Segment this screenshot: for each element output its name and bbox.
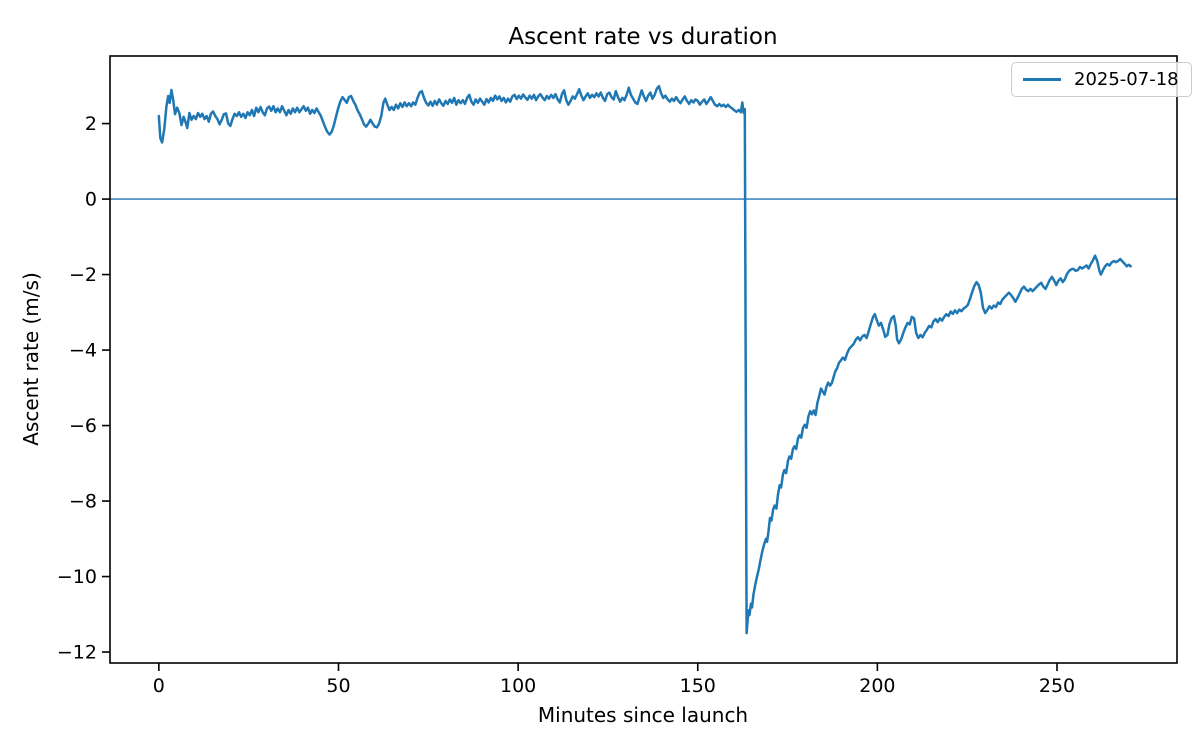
x-axis-label: Minutes since launch <box>538 703 748 727</box>
legend-entry-label: 2025-07-18 <box>1074 69 1179 90</box>
y-axis-label: Ascent rate (m/s) <box>19 272 43 446</box>
y-tick-label: −8 <box>69 491 97 513</box>
x-tick-label: 250 <box>1039 675 1075 697</box>
x-tick-label: 50 <box>326 675 350 697</box>
chart-title: Ascent rate vs duration <box>508 24 777 50</box>
y-tick-label: −6 <box>69 415 97 437</box>
y-tick-label: 0 <box>85 189 97 211</box>
axes-spines <box>109 55 1178 664</box>
legend: 2025-07-18 <box>1011 62 1192 97</box>
y-tick-label: −10 <box>57 566 97 588</box>
axis-ticks: 0 50 100 150 200 250 2 0 −2 −4 −6 −8 −10 −12 <box>57 113 1075 697</box>
x-tick-label: 100 <box>500 675 536 697</box>
x-tick-label: 150 <box>680 675 716 697</box>
y-tick-label: 2 <box>85 113 97 135</box>
series-line-2025-07-18 <box>157 84 1132 635</box>
legend-line-swatch <box>1023 78 1061 81</box>
x-tick-label: 0 <box>153 675 165 697</box>
x-tick-label: 200 <box>859 675 895 697</box>
y-tick-label: −12 <box>57 642 97 664</box>
y-tick-label: −2 <box>69 264 97 286</box>
y-tick-label: −4 <box>69 340 97 362</box>
data-series-layer <box>110 84 1177 635</box>
